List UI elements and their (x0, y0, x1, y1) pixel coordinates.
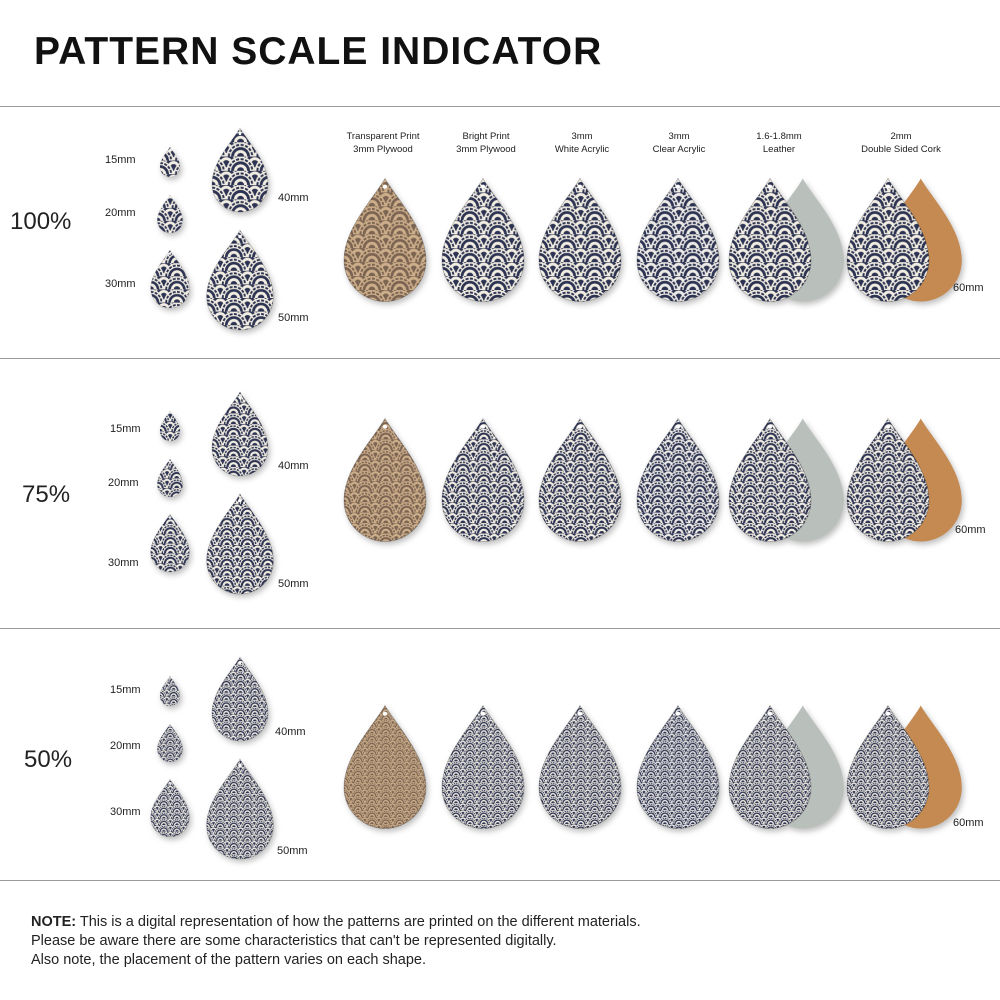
material-drop-white (538, 417, 622, 547)
note: NOTE: This is a digital representation o… (31, 913, 641, 970)
scale-label-50: 50% (24, 746, 73, 773)
sample-drop-40mm (211, 656, 269, 746)
sample-drop-40mm (211, 391, 269, 481)
size-label: 20mm (110, 740, 141, 752)
sample-drop-20mm (157, 194, 183, 238)
sample-drop-15mm (159, 675, 181, 711)
material-header-clear-acrylic: 3mm Clear Acrylic (619, 130, 739, 156)
material-line1: Transparent Print (346, 131, 420, 142)
material-drop-wood (343, 704, 427, 834)
material-header-white-acrylic: 3mm White Acrylic (522, 130, 642, 156)
material-header-bright-plywood: Bright Print 3mm Plywood (426, 130, 546, 156)
size-label: 20mm (105, 207, 136, 219)
size-label: 15mm (110, 423, 141, 435)
size-label: 60mm (955, 524, 986, 536)
divider (0, 358, 1000, 359)
material-line2: Clear Acrylic (652, 144, 706, 155)
material-line2: 3mm Plywood (353, 144, 413, 155)
size-label: 50mm (278, 312, 309, 324)
material-header-transparent-plywood: Transparent Print 3mm Plywood (323, 130, 443, 156)
size-label: 40mm (278, 192, 309, 204)
size-label: 50mm (277, 845, 308, 857)
material-drop-white (538, 704, 622, 834)
material-line2: Double Sided Cork (861, 144, 941, 155)
sample-drop-50mm (206, 758, 274, 864)
divider (0, 106, 1000, 107)
divider (0, 628, 1000, 629)
material-line1: 3mm (571, 131, 593, 142)
material-line2: 3mm Plywood (456, 144, 516, 155)
material-drop-clear (636, 417, 720, 547)
material-drop-clear (636, 704, 720, 834)
size-label: 20mm (108, 477, 139, 489)
material-drop-cork (846, 704, 962, 834)
size-label: 30mm (110, 806, 141, 818)
sample-drop-30mm (150, 513, 190, 577)
material-drop-cork (846, 177, 962, 307)
material-line1: 3mm (668, 131, 690, 142)
note-line-3: Also note, the placement of the pattern … (31, 952, 426, 968)
material-line1: 1.6-1.8mm (756, 131, 802, 142)
material-line2: White Acrylic (554, 144, 610, 155)
page-title: PATTERN SCALE INDICATOR (34, 30, 603, 73)
size-label: 60mm (953, 817, 984, 829)
sample-drop-50mm (206, 229, 274, 335)
size-label: 30mm (108, 557, 139, 569)
note-label: NOTE: (31, 914, 77, 930)
sample-drop-15mm (159, 146, 181, 182)
material-drop-bright (441, 177, 525, 307)
material-drop-cork (846, 417, 962, 547)
size-label: 30mm (105, 278, 136, 290)
size-label: 40mm (275, 726, 306, 738)
material-drop-leather (728, 177, 844, 307)
material-line1: 2mm (890, 131, 912, 142)
material-line1: Bright Print (462, 131, 510, 142)
sample-drop-20mm (157, 458, 183, 502)
material-drop-wood (343, 177, 427, 307)
material-line2: Leather (762, 144, 796, 155)
sample-drop-40mm (211, 127, 269, 217)
size-label: 50mm (278, 578, 309, 590)
scale-label-100: 100% (10, 208, 72, 235)
note-text: This is a digital representation of how … (79, 914, 641, 930)
divider (0, 880, 1000, 881)
size-label: 15mm (110, 684, 141, 696)
material-drop-leather (728, 704, 844, 834)
material-drop-bright (441, 417, 525, 547)
size-label: 60mm (953, 282, 984, 294)
material-drop-clear (636, 177, 720, 307)
material-drop-bright (441, 704, 525, 834)
note-line-2: Please be aware there are some character… (31, 933, 557, 949)
material-drop-wood (343, 417, 427, 547)
material-header-leather: 1.6-1.8mm Leather (719, 130, 839, 156)
scale-label-75: 75% (22, 481, 71, 508)
size-label: 40mm (278, 460, 309, 472)
size-label: 15mm (105, 154, 136, 166)
material-drop-white (538, 177, 622, 307)
sample-drop-30mm (150, 249, 190, 313)
sample-drop-30mm (150, 778, 190, 842)
material-header-cork: 2mm Double Sided Cork (841, 130, 961, 156)
note-line-1: NOTE: This is a digital representation o… (31, 913, 641, 932)
sample-drop-15mm (159, 410, 181, 446)
sample-drop-50mm (206, 493, 274, 599)
sample-drop-20mm (157, 723, 183, 767)
material-drop-leather (728, 417, 844, 547)
